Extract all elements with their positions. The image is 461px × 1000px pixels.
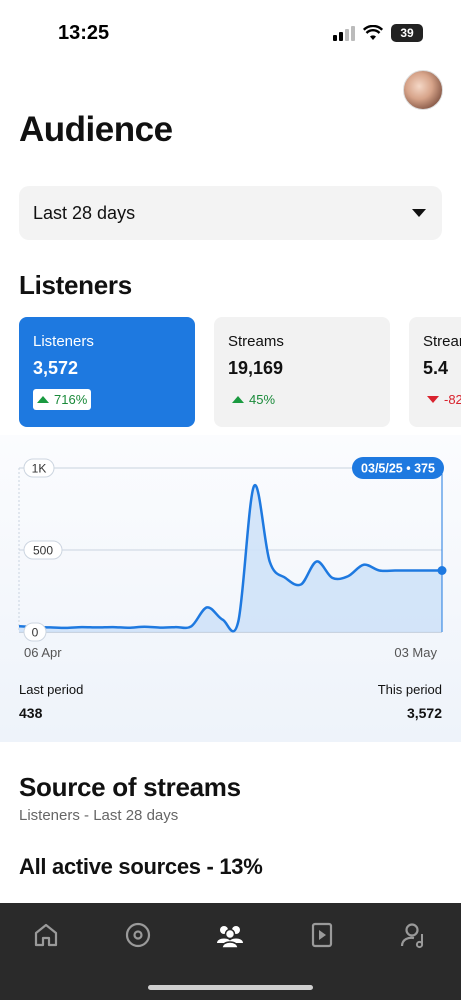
chart-tooltip	[352, 457, 444, 479]
sources-heading: All active sources - 13%	[19, 854, 263, 879]
y-tick-pill	[23, 458, 55, 478]
metric-card-label: Streams	[228, 333, 284, 350]
x-axis-label-end: 03 May	[394, 645, 437, 660]
metric-card-change: 716%	[33, 389, 92, 410]
date-range-select[interactable]: Last 28 days	[19, 186, 442, 240]
avatar[interactable]	[403, 70, 443, 110]
metric-card-change: 45%	[228, 389, 279, 410]
tab-video[interactable]	[304, 917, 340, 953]
disc-icon	[125, 922, 151, 948]
metric-card-change-value: 45%	[249, 392, 276, 407]
audience-icon	[217, 926, 243, 949]
last-period-label: Last period	[19, 682, 84, 697]
wifi-icon	[363, 25, 383, 40]
metric-card-value: 19,169	[228, 358, 284, 378]
chart-area-fill	[19, 485, 442, 632]
status-bar: 13:25 39	[0, 0, 461, 64]
tab-audience[interactable]	[212, 917, 248, 953]
page-title: Audience	[19, 110, 173, 149]
date-range-value: Last 28 days	[33, 202, 136, 223]
tab-music[interactable]	[120, 917, 156, 953]
sources-subtitle: Listeners - Last 28 days	[19, 807, 179, 824]
listeners-section-title: Listeners	[19, 270, 132, 300]
metric-card-streams-per-listener[interactable]: Streams/listener 5.4 -82%	[409, 317, 461, 427]
chart-data-point	[437, 566, 447, 575]
battery-icon: 39	[391, 24, 423, 42]
chevron-down-icon	[412, 209, 426, 217]
home-icon	[34, 923, 58, 947]
y-tick-label: 1K	[32, 462, 47, 476]
y-tick-label: 500	[33, 544, 53, 558]
metric-card-value: 5.4	[423, 358, 449, 378]
metric-card-change-value: -82%	[444, 392, 461, 407]
chart-series-line	[18, 484, 442, 633]
metric-card-change: -82%	[423, 389, 461, 410]
tab-home[interactable]	[28, 917, 64, 953]
arrow-up-icon	[37, 396, 49, 403]
metric-cards[interactable]: Listeners 3,572 716% Streams 19,169 45% …	[19, 317, 461, 427]
status-time: 13:25	[58, 22, 110, 44]
metric-card-change-value: 716%	[54, 392, 88, 407]
tab-profile[interactable]	[396, 917, 432, 953]
y-tick-pill	[23, 540, 63, 560]
arrow-down-icon	[427, 396, 439, 403]
this-period-value: 3,572	[406, 705, 442, 721]
metric-card-label: Listeners	[33, 333, 94, 350]
cellular-signal-icon	[333, 26, 355, 41]
this-period-label: This period	[377, 682, 442, 697]
chart-tooltip-label: 03/5/25 • 375	[361, 462, 435, 476]
y-tick-label: 0	[32, 626, 39, 640]
metric-card-value: 3,572	[33, 358, 79, 378]
metric-card-listeners[interactable]: Listeners 3,572 716%	[19, 317, 195, 427]
play-icon	[311, 922, 333, 948]
tab-bar	[0, 903, 461, 1000]
metric-card-label: Streams/listener	[423, 333, 461, 350]
last-period-value: 438	[19, 705, 43, 721]
artist-icon	[400, 923, 424, 949]
metric-card-streams[interactable]: Streams 19,169 45%	[214, 317, 390, 427]
status-icons: 39	[333, 24, 423, 42]
arrow-up-icon	[232, 396, 244, 403]
y-tick-pill	[23, 622, 47, 642]
x-axis-label-start: 06 Apr	[24, 645, 62, 660]
sources-section-title: Source of streams	[19, 772, 241, 802]
home-indicator	[148, 985, 313, 990]
listeners-chart[interactable]: 1K 500 0 03/5/25 • 375 06 Apr 03 May	[0, 445, 461, 675]
